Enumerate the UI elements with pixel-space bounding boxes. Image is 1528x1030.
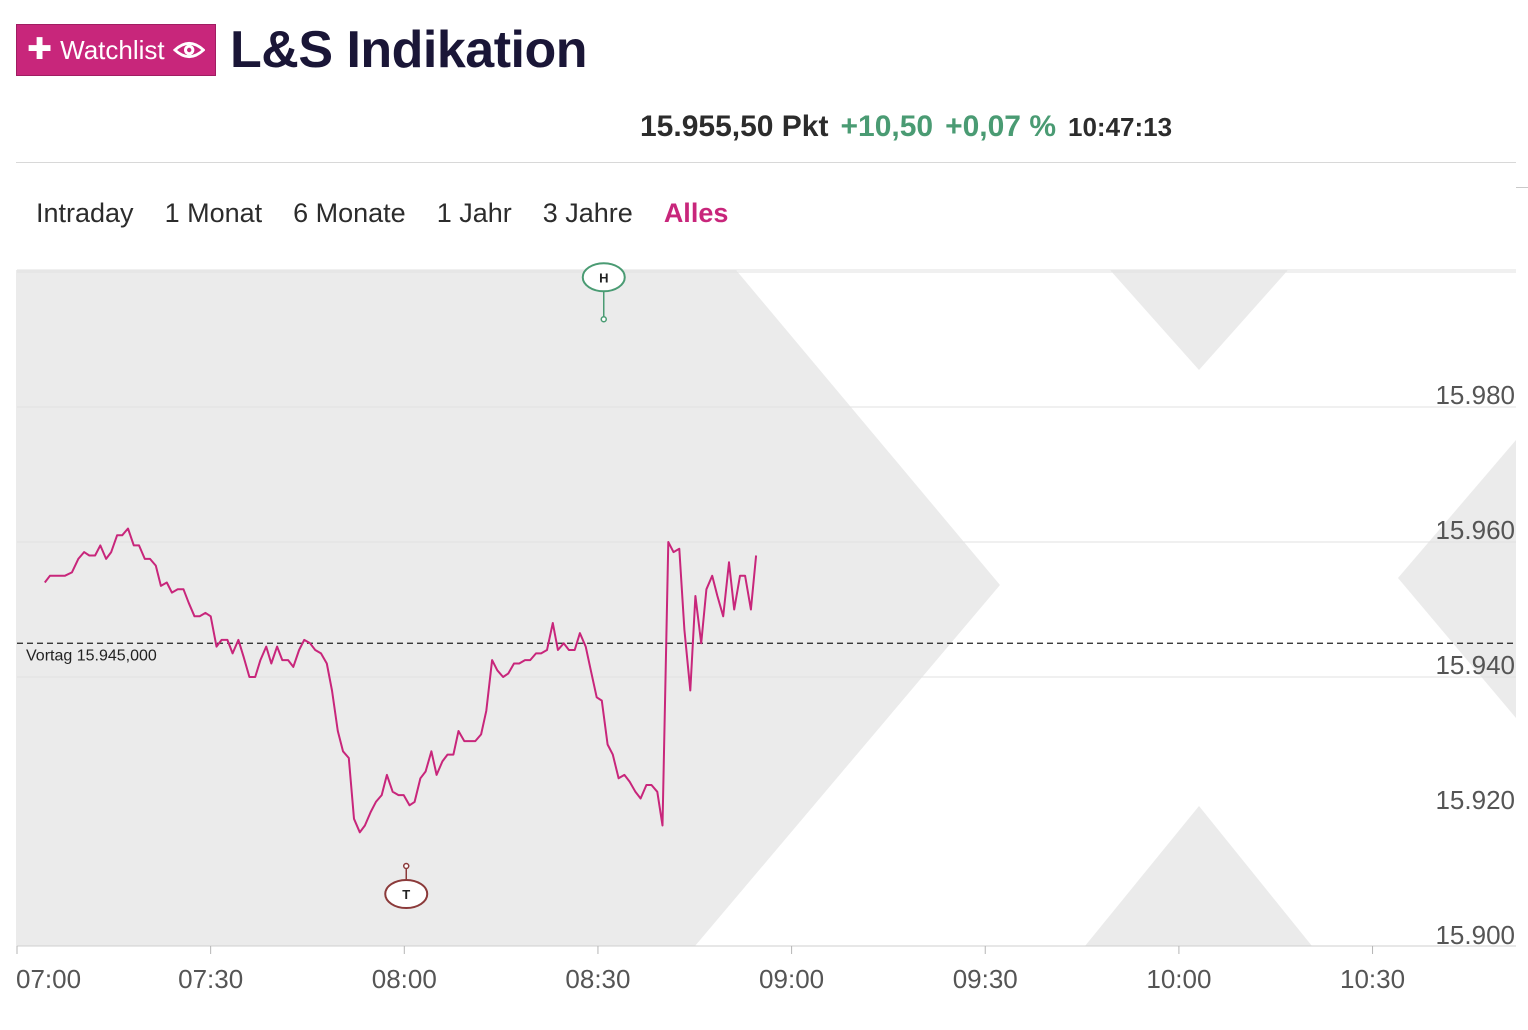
- x-tick-label: 09:30: [953, 964, 1018, 994]
- x-tick-label: 07:00: [16, 964, 81, 994]
- marker-badge: [384, 879, 429, 909]
- marker-label: H: [599, 270, 608, 285]
- bg-shape-right: [1398, 440, 1516, 718]
- series: [44, 527, 758, 834]
- tab-1-monat[interactable]: 1 Monat: [164, 198, 263, 228]
- bg-shape-top: [1110, 270, 1288, 370]
- markers: TH: [384, 262, 626, 909]
- x-tick-label: 08:00: [372, 964, 437, 994]
- change-absolute: +10,50: [840, 110, 934, 143]
- header: ✚ Watchlist L&S Indikation: [16, 18, 588, 82]
- page-title: L&S Indikation: [230, 21, 588, 79]
- reference-line: Vortag 15.945,000: [17, 642, 1516, 664]
- axes: 15.900 15.920 15.940 15.960 15.980 07:00 07:30…: [16, 380, 1516, 994]
- marker-label: T: [402, 887, 410, 902]
- y-tick-label: 15.920: [1435, 785, 1515, 815]
- tab-3-jahre[interactable]: 3 Jahre: [542, 198, 633, 228]
- price-chart[interactable]: 15.900 15.920 15.940 15.960 15.980 07:00 07:30…: [0, 255, 1528, 1030]
- plus-icon: ✚: [27, 33, 53, 66]
- last-price: 15.955,50 Pkt: [640, 110, 829, 143]
- marker-point: [402, 862, 410, 870]
- bg-shape-bottom: [1085, 806, 1312, 946]
- tab-intraday[interactable]: Intraday: [36, 198, 134, 228]
- y-tick-label: 15.980: [1435, 380, 1515, 410]
- x-tick-label: 10:00: [1146, 964, 1211, 994]
- bg-shape-left: [16, 270, 1000, 946]
- x-tick-label: 07:30: [178, 964, 243, 994]
- divider-stub: [1516, 187, 1528, 188]
- watchlist-label: Watchlist: [60, 34, 165, 65]
- eye-icon: [172, 41, 205, 59]
- y-tick-label: 15.960: [1435, 515, 1515, 545]
- marker-point: [600, 316, 608, 323]
- quote-time: 10:47:13: [1068, 112, 1173, 142]
- x-tick-label: 10:30: [1340, 964, 1405, 994]
- x-tick-label: 08:30: [565, 964, 630, 994]
- divider: [16, 162, 1516, 163]
- background-pattern: [16, 270, 1516, 946]
- marker-badge: [581, 262, 626, 293]
- series-line: [44, 527, 758, 834]
- reference-label: Vortag 15.945,000: [26, 647, 157, 664]
- quote-bar: 15.955,50 Pkt +10,50 +0,07 % 10:47:13: [640, 110, 1172, 144]
- tab-1-jahr[interactable]: 1 Jahr: [436, 198, 512, 228]
- y-tick-label: 15.900: [1435, 920, 1515, 950]
- x-tick-label: 09:00: [759, 964, 824, 994]
- y-tick-label: 15.940: [1435, 650, 1515, 680]
- add-to-watchlist-button[interactable]: ✚ Watchlist: [16, 24, 216, 76]
- change-percent: +0,07 %: [945, 110, 1056, 143]
- tab-alles[interactable]: Alles: [663, 198, 729, 228]
- grid: [17, 269, 1516, 678]
- tab-6-monate[interactable]: 6 Monate: [293, 198, 406, 228]
- timeframe-tabs: Intraday 1 Monat 6 Monate 1 Jahr 3 Jahre…: [36, 198, 728, 229]
